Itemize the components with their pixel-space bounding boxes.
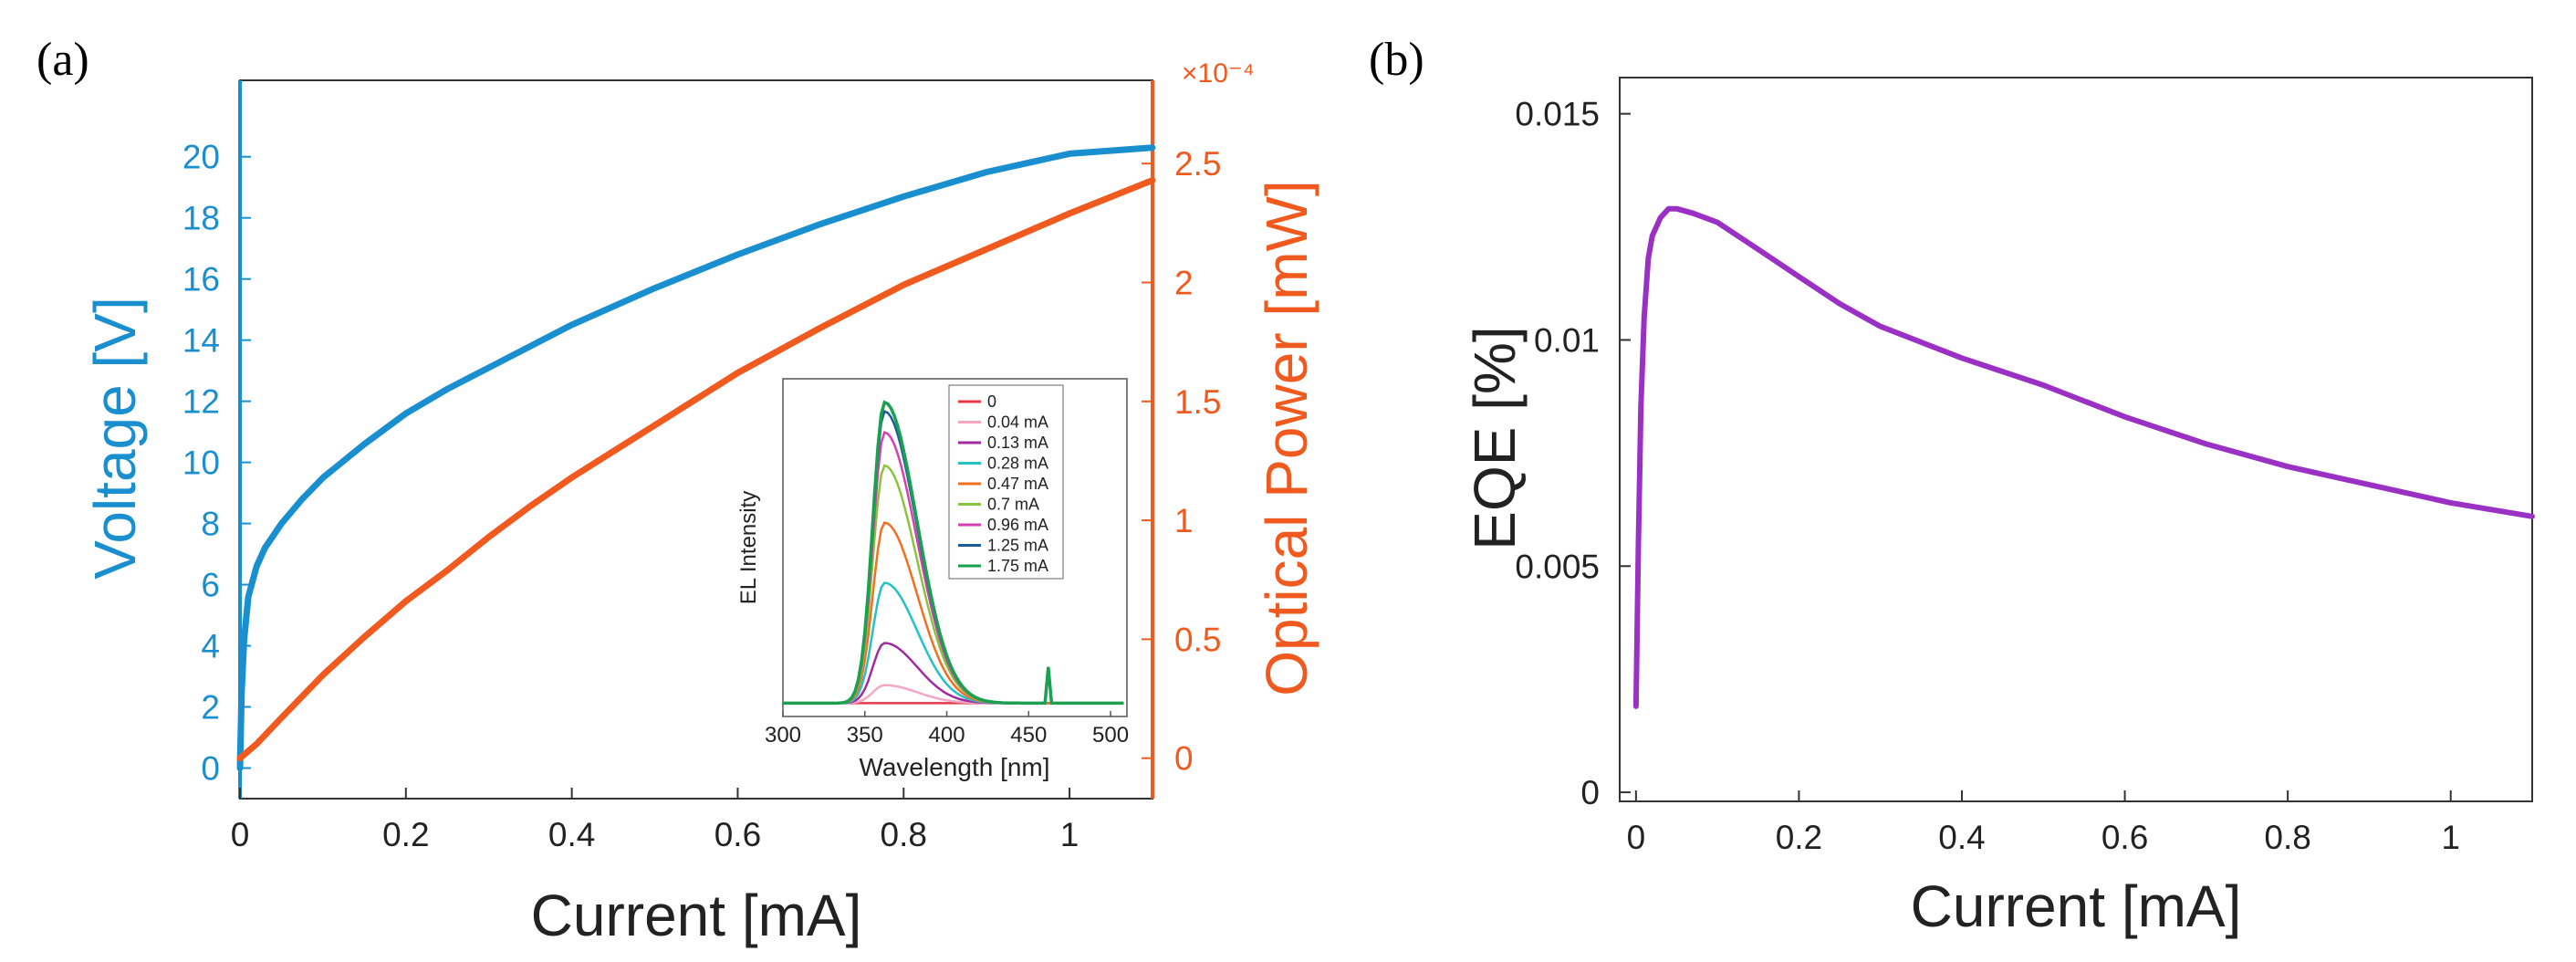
inset-x-tick-label: 500 <box>1092 723 1129 748</box>
legend-label: 0.96 mA <box>987 516 1048 534</box>
x-tick-label: 0.6 <box>2101 819 2148 856</box>
inset-legend: 0 0.04 mA 0.13 mA 0.28 mA 0.47 mA 0.7 mA 0.96 … <box>958 392 1048 575</box>
legend-label: 0.13 mA <box>987 434 1048 452</box>
panel-a-series <box>236 144 1156 771</box>
right-tick-label: 1.5 <box>1174 383 1221 421</box>
panel-b-x-axis-title: Current [mA] <box>1911 873 2242 939</box>
x-tick-label: 1 <box>1060 816 1079 853</box>
panel-b: (b) 0 0.2 0.4 0.6 0.8 1 0 0.005 0.01 0.015 Curre… <box>1369 34 2535 939</box>
y-tick-label: 0.015 <box>1515 96 1600 133</box>
panel-b-label: (b) <box>1369 34 1424 86</box>
y-tick-label: 0.005 <box>1515 548 1600 585</box>
y-tick-label: 0 <box>1580 774 1600 811</box>
inset-spectra <box>783 400 1124 706</box>
eqe-line <box>1632 205 2535 709</box>
panel-b-series <box>1632 205 2535 709</box>
panel-a-right-exponent: ×10⁻⁴ <box>1182 58 1255 89</box>
inset-plot-frame <box>782 378 1128 717</box>
right-tick-label: 2 <box>1174 265 1194 302</box>
right-tick-label: 0.5 <box>1174 621 1221 658</box>
legend-label: 0.28 mA <box>987 455 1048 473</box>
panel-a-left-ticks: 0 2 4 6 8 10 12 14 16 18 20 <box>183 139 251 788</box>
left-tick-label: 18 <box>183 200 220 237</box>
left-tick-label: 4 <box>201 628 220 665</box>
panel-b-x-ticks: 0 0.2 0.4 0.6 0.8 1 <box>1627 790 2460 856</box>
panel-a-x-axis-title: Current [mA] <box>531 883 862 948</box>
x-tick-label: 0.4 <box>1938 819 1985 856</box>
panel-b-plot-frame <box>1619 77 2533 802</box>
legend-label: 0.04 mA <box>987 413 1048 432</box>
panel-a-label: (a) <box>37 34 89 86</box>
panel-a-right-ticks: 0 0.5 1 1.5 2 2.5 <box>1142 145 1221 778</box>
left-tick-label: 20 <box>183 139 220 176</box>
optical-power-line <box>236 177 1156 762</box>
x-tick-label: 0.8 <box>2264 819 2310 856</box>
legend-label: 0.47 mA <box>987 475 1048 493</box>
x-tick-label: 0.2 <box>1776 819 1822 856</box>
left-tick-label: 16 <box>183 261 220 298</box>
left-tick-label: 8 <box>201 506 220 543</box>
x-tick-label: 0 <box>1627 819 1646 856</box>
inset-x-tick-label: 400 <box>929 723 965 748</box>
legend-label: 0.7 mA <box>987 496 1039 514</box>
panel-b-y-ticks: 0 0.005 0.01 0.015 <box>1515 96 1631 811</box>
left-tick-label: 12 <box>183 383 220 421</box>
voltage-line <box>236 144 1156 771</box>
x-tick-label: 0.6 <box>714 816 761 853</box>
panel-a-inset: EL Intensity Wavelength [nm] 300 350 400 45… <box>736 374 1132 781</box>
x-tick-label: 0 <box>231 816 250 853</box>
x-tick-label: 1 <box>2441 819 2460 856</box>
inset-x-tick-label: 350 <box>847 723 883 748</box>
left-tick-label: 2 <box>201 689 220 727</box>
left-tick-label: 0 <box>201 750 220 788</box>
left-tick-label: 6 <box>201 567 220 604</box>
inset-spectrum-line <box>783 400 1124 706</box>
inset-x-tick-label: 300 <box>765 723 801 748</box>
panel-a-x-ticks: 0 0.2 0.4 0.6 0.8 1 <box>231 788 1079 853</box>
legend-label: 1.75 mA <box>987 557 1048 575</box>
left-tick-label: 14 <box>183 322 220 360</box>
x-tick-label: 0.2 <box>382 816 429 853</box>
panel-b-y-axis-title: EQE [%] <box>1462 326 1528 549</box>
right-tick-label: 2.5 <box>1174 145 1221 183</box>
inset-x-axis-title: Wavelength [nm] <box>859 753 1049 781</box>
right-tick-label: 0 <box>1174 740 1194 778</box>
y-tick-label: 0.01 <box>1534 321 1600 359</box>
legend-label: 0 <box>987 392 996 411</box>
panel-a-right-axis-title: Optical Power [mW] <box>1254 180 1319 695</box>
panel-a-left-axis-title: Voltage [V] <box>82 297 148 580</box>
inset-x-ticks: 300 350 400 450 500 <box>765 711 1129 748</box>
inset-y-axis-title: EL Intensity <box>736 491 761 605</box>
x-tick-label: 0.8 <box>881 816 927 853</box>
x-tick-label: 0.4 <box>548 816 595 853</box>
inset-x-tick-label: 450 <box>1010 723 1047 748</box>
left-tick-label: 10 <box>183 444 220 482</box>
legend-label: 1.25 mA <box>987 537 1048 555</box>
right-tick-label: 1 <box>1174 502 1194 539</box>
